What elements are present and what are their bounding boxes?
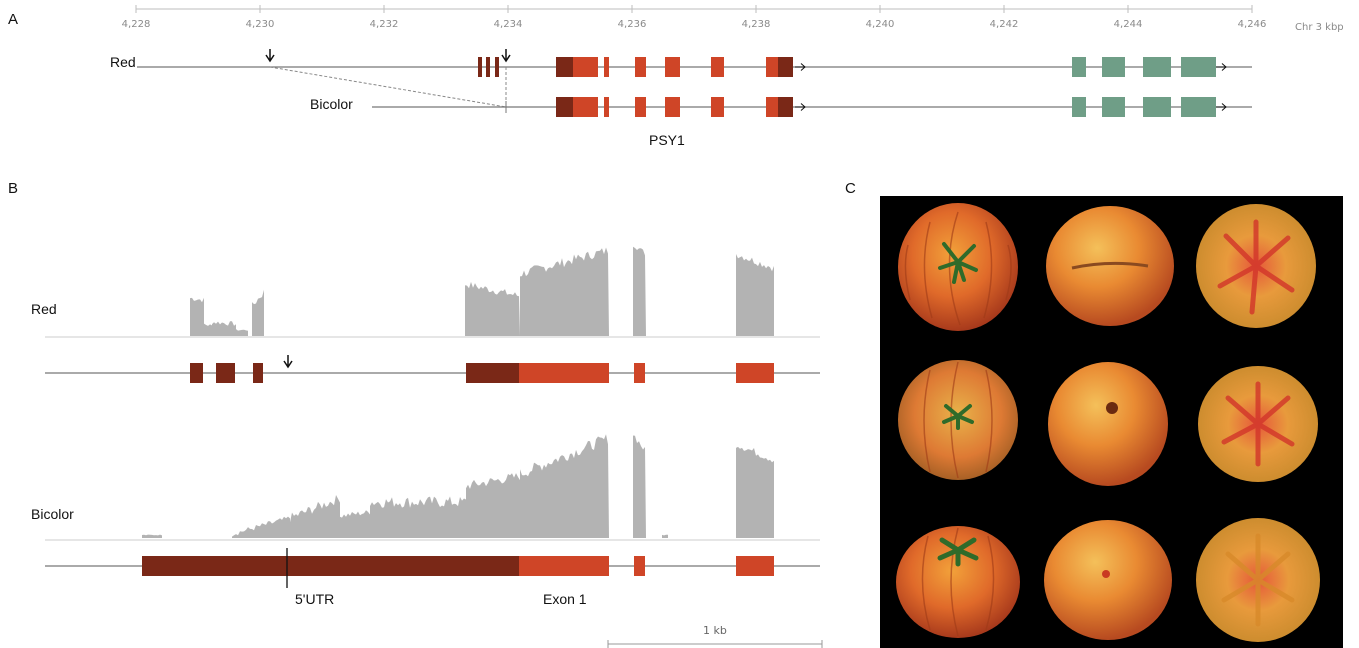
bicolor-track-label: Bicolor	[310, 96, 353, 112]
panel-c-letter: C	[845, 180, 856, 197]
axis-tick-label: 4,238	[742, 19, 771, 30]
utr-label: 5'UTR	[295, 591, 334, 607]
coding-exon	[573, 57, 598, 77]
down-arrow-icon	[265, 49, 275, 63]
coding-exon	[736, 363, 774, 383]
utr-exon	[466, 363, 519, 383]
coding-exon	[736, 556, 774, 576]
utr-exon	[486, 57, 490, 77]
down-arrow-icon	[501, 49, 511, 63]
coding-exon	[634, 556, 645, 576]
red-track-label: Red	[110, 54, 136, 70]
extended-utr-exon	[142, 556, 519, 576]
red-gene-model	[45, 355, 820, 383]
tomato-whole-top-view	[898, 360, 1018, 480]
axis-tick-label: 4,228	[122, 19, 151, 30]
bicolor-coverage-track	[142, 434, 774, 538]
axis-tick-label: 4,236	[618, 19, 647, 30]
bicolor-coverage-label: Bicolor	[31, 506, 74, 522]
utr-exon	[778, 97, 793, 117]
neighbor-gene-exon	[1143, 97, 1171, 117]
axis-unit-label: Chr 3 kbp	[1295, 22, 1344, 33]
coverage-area	[142, 434, 774, 538]
axis-tick-label: 4,230	[246, 19, 275, 30]
neighbor-gene-exon	[1181, 57, 1216, 77]
coding-exon	[711, 97, 724, 117]
coding-exon	[634, 363, 645, 383]
coding-exon	[573, 97, 598, 117]
axis-tick-label: 4,244	[1114, 19, 1143, 30]
strand-arrow-icon	[1216, 103, 1227, 111]
exon-1	[519, 556, 609, 576]
coding-exon	[665, 57, 680, 77]
utr-exon	[556, 97, 573, 117]
panel-b-letter: B	[8, 180, 18, 197]
tomato-slice	[1196, 518, 1320, 642]
down-arrow-icon	[283, 355, 293, 369]
coding-exon	[604, 57, 609, 77]
strand-arrow-icon	[795, 103, 806, 111]
strand-arrow-icon	[795, 63, 806, 71]
utr-exon	[495, 57, 499, 77]
axis-tick-label: 4,234	[494, 19, 523, 30]
panel-a-axis: 4,228 4,230 4,232 4,234 4,236 4,238 4,240 4,242…	[122, 5, 1344, 33]
panel-a-letter: A	[8, 11, 18, 28]
coverage-area	[190, 246, 774, 336]
coding-exon	[711, 57, 724, 77]
utr-exon	[778, 57, 793, 77]
tomato-slice	[1196, 204, 1316, 328]
axis-tick-label: 4,242	[990, 19, 1019, 30]
tomato-whole-side-view	[1044, 520, 1172, 640]
axis-tick-label: 4,246	[1238, 19, 1267, 30]
exon-label: Exon 1	[543, 591, 587, 607]
scale-bar-label: 1 kb	[703, 624, 727, 637]
tomato-whole-side-view	[1048, 362, 1168, 486]
neighbor-gene-exon	[1102, 57, 1125, 77]
bicolor-gene-track	[372, 97, 1252, 117]
coding-exon	[604, 97, 609, 117]
utr-exon	[253, 363, 263, 383]
gene-label-psy1: PSY1	[649, 132, 685, 148]
red-coverage-track	[190, 246, 774, 336]
coding-exon	[635, 57, 646, 77]
tomato-whole-top-view	[898, 203, 1018, 331]
coding-exon	[766, 57, 778, 77]
tomato-photo-panel	[880, 196, 1343, 648]
coding-exon	[665, 97, 680, 117]
neighbor-gene-exon	[1072, 97, 1086, 117]
strand-arrow-icon	[1216, 63, 1227, 71]
neighbor-gene-exon	[1102, 97, 1125, 117]
rearrangement-connector	[269, 66, 507, 108]
utr-exon	[216, 363, 235, 383]
coding-exon	[635, 97, 646, 117]
utr-exon	[556, 57, 573, 77]
axis-tick-label: 4,240	[866, 19, 895, 30]
utr-exon	[190, 363, 203, 383]
axis-tick-label: 4,232	[370, 19, 399, 30]
exon-1	[519, 363, 609, 383]
red-coverage-label: Red	[31, 301, 57, 317]
coding-exon	[766, 97, 778, 117]
red-gene-track	[137, 49, 1252, 77]
utr-exon	[478, 57, 482, 77]
tomato-slice	[1198, 366, 1318, 482]
neighbor-gene-exon	[1072, 57, 1086, 77]
tomato-whole-side-view	[1046, 206, 1174, 326]
bicolor-gene-model	[45, 548, 820, 588]
scale-bar: 1 kb	[607, 624, 823, 648]
tomato-whole-top-view	[896, 526, 1020, 638]
neighbor-gene-exon	[1181, 97, 1216, 117]
neighbor-gene-exon	[1143, 57, 1171, 77]
